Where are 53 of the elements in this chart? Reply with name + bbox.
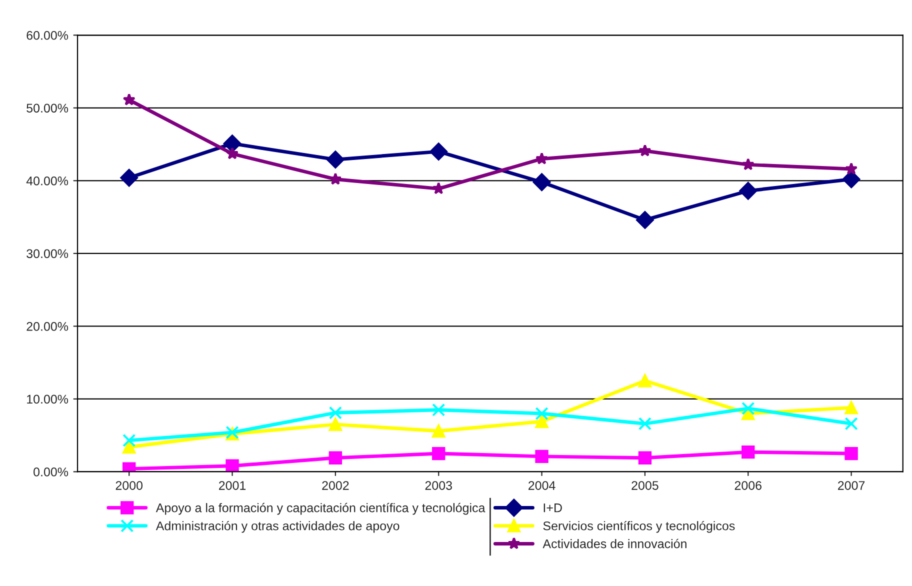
point: [328, 418, 342, 432]
point: [328, 451, 342, 465]
point: [638, 451, 652, 465]
point: [326, 150, 344, 168]
x-tick-label: 2002: [322, 481, 349, 490]
point: [430, 142, 448, 160]
point: [120, 168, 138, 187]
point: [432, 446, 446, 460]
point: [535, 414, 548, 428]
point: [844, 446, 858, 460]
point: [742, 445, 755, 459]
legend-label: Apoyo a la formación y capacitación científica y tecnológica: [156, 502, 486, 515]
x-tick-label: 2007: [838, 481, 865, 490]
legend-label: I+D: [544, 504, 562, 512]
point: [226, 147, 239, 160]
point: [535, 152, 548, 164]
x-tick-label: 2000: [116, 481, 143, 490]
point: [532, 173, 551, 192]
x-tick-label: 2006: [734, 481, 762, 490]
point: [535, 450, 548, 464]
point: [638, 374, 652, 388]
y-tick-label: 10.00%: [27, 394, 68, 404]
point: [432, 424, 446, 438]
point: [122, 434, 136, 448]
x-tick-label: 2001: [219, 481, 246, 490]
y-tick-label: 50.00%: [26, 104, 68, 113]
point: [122, 93, 136, 106]
point: [122, 440, 136, 454]
y-tick-label: 0.00%: [34, 468, 68, 476]
point: [844, 417, 858, 430]
point: [844, 401, 858, 414]
y-tick-label: 20.00%: [26, 322, 68, 331]
point: [226, 459, 239, 472]
legend-label: Administración y otras actividades de apoyo: [156, 520, 400, 533]
point: [328, 406, 342, 420]
point: [636, 211, 654, 229]
x-tick-label: 2003: [425, 481, 452, 490]
y-tick-label: 40.00%: [26, 176, 68, 186]
point: [223, 134, 242, 152]
point: [844, 162, 858, 175]
point: [742, 158, 754, 170]
point: [739, 182, 758, 200]
x-tick-label: 2004: [528, 481, 556, 490]
point: [535, 406, 548, 420]
y-tick-label: 30.00%: [26, 249, 68, 258]
x-tick-label: 2005: [632, 481, 658, 490]
point: [432, 403, 446, 416]
point: [638, 144, 652, 156]
point: [742, 402, 755, 416]
y-tick-label: 60.00%: [26, 30, 68, 40]
legend-label: Servicios científicos y tecnológicos: [543, 520, 735, 533]
legend-label: Actividades de innovación: [542, 538, 686, 548]
point: [638, 417, 652, 430]
